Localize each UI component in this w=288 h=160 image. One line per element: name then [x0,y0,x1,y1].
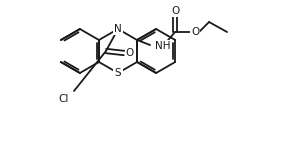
Text: O: O [171,6,179,16]
Text: O: O [126,48,134,58]
Text: S: S [115,68,121,78]
Text: O: O [191,27,199,37]
Text: N: N [114,24,122,34]
Text: NH: NH [155,41,170,51]
Text: Cl: Cl [59,94,69,104]
